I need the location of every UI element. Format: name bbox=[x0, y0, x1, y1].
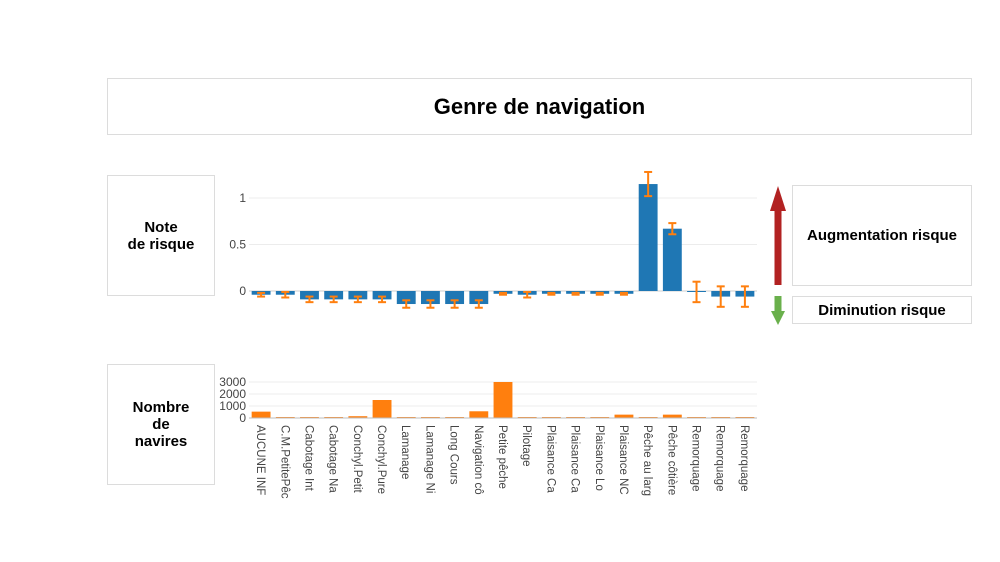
risk-bar bbox=[324, 291, 344, 300]
category-tick-label: Conchyl.Pure bbox=[375, 425, 387, 494]
up-arrow-head bbox=[770, 186, 786, 211]
category-tick-label: Long Cours bbox=[448, 425, 460, 485]
nombre-label-line: navires bbox=[134, 433, 188, 450]
count-y-tick-label: 1000 bbox=[219, 399, 246, 413]
count-y-tick-label: 0 bbox=[239, 411, 246, 425]
risk-bar bbox=[300, 291, 319, 300]
count-bar bbox=[348, 416, 368, 418]
count-bar bbox=[662, 414, 682, 418]
risk-score-chart: 00.51 bbox=[229, 170, 757, 309]
augmentation-risque-label: Augmentation risque bbox=[792, 185, 972, 286]
count-bar bbox=[372, 400, 392, 418]
risk-bar bbox=[348, 291, 368, 300]
page-title: Genre de navigation bbox=[107, 78, 972, 135]
category-tick-label: Plaisance Ca bbox=[569, 425, 581, 493]
risk-bar bbox=[420, 291, 440, 305]
category-tick-label: Plaisance Ca bbox=[544, 425, 556, 493]
risk-arrows bbox=[770, 186, 786, 325]
category-tick-label: Navigation cô bbox=[472, 425, 484, 495]
risk-bar bbox=[638, 184, 658, 291]
category-tick-label: Cabotage Na bbox=[327, 425, 339, 493]
category-tick-label: Conchyl.Petit bbox=[351, 425, 363, 494]
category-tick-label: Pêche côtière bbox=[665, 425, 677, 495]
risk-bar bbox=[396, 291, 416, 305]
risk-bar bbox=[445, 291, 465, 305]
risk-bar bbox=[469, 291, 489, 305]
category-tick-label: AUCUNE INF bbox=[254, 425, 266, 495]
count-bar bbox=[251, 411, 271, 418]
category-tick-label: Lamanage Ni bbox=[423, 425, 435, 493]
category-tick-label: Plaisance NC bbox=[617, 425, 629, 495]
category-tick-label: Remorquage bbox=[738, 425, 750, 491]
down-arrow-head bbox=[771, 311, 785, 325]
risk-y-tick-label: 0.5 bbox=[229, 238, 246, 252]
risk-y-tick-label: 0 bbox=[239, 284, 246, 298]
category-tick-label: C.M.PetitePêc bbox=[278, 425, 290, 499]
category-tick-label: Pilotage bbox=[520, 425, 532, 467]
count-y-tick-label: 3000 bbox=[219, 375, 246, 389]
count-bar bbox=[614, 414, 634, 418]
category-tick-label: Petite pêche bbox=[496, 425, 508, 489]
count-bar bbox=[469, 411, 489, 418]
nombre-de-navires-label: Nombre de navires bbox=[107, 364, 215, 485]
category-tick-label: Remorquage bbox=[714, 425, 726, 491]
category-tick-label: Lamanage bbox=[399, 425, 411, 479]
diminution-risque-label: Diminution risque bbox=[792, 296, 972, 324]
category-tick-label: Remorquage bbox=[690, 425, 702, 491]
category-tick-label: Plaisance Lo bbox=[593, 425, 605, 491]
category-tick-label: Pêche au larg bbox=[641, 425, 653, 496]
risk-bar bbox=[372, 291, 392, 300]
risk-y-tick-label: 1 bbox=[239, 191, 246, 205]
count-bar bbox=[493, 382, 513, 418]
note-label-line: Note bbox=[144, 218, 178, 236]
category-tick-label: Cabotage Int bbox=[302, 425, 314, 492]
nombre-label-line: de bbox=[152, 416, 170, 433]
risk-bar bbox=[662, 228, 682, 291]
note-de-risque-label: Note de risque bbox=[107, 175, 215, 296]
note-label-line: de risque bbox=[127, 235, 195, 253]
count-y-tick-label: 2000 bbox=[219, 387, 246, 401]
nombre-label-line: Nombre bbox=[132, 399, 190, 416]
